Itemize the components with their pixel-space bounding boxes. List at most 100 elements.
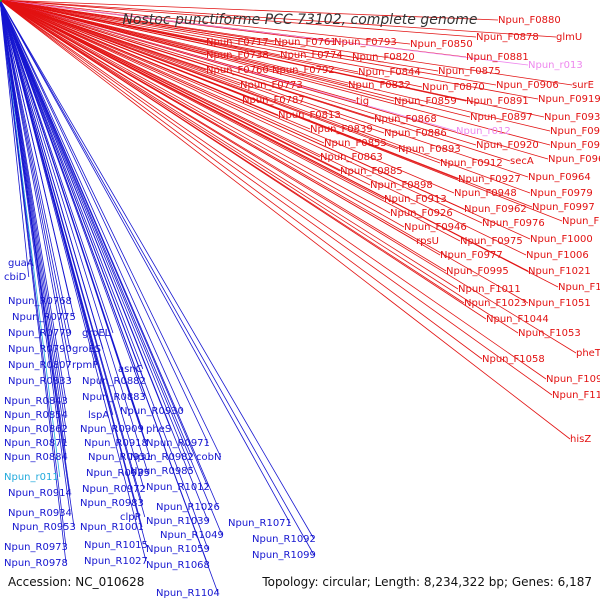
- forward-leader-line: [0, 0, 483, 224]
- forward-gene-label: Npun_F1045: [558, 282, 600, 293]
- forward-leader-line: [0, 0, 529, 304]
- forward-leader-line: [0, 0, 423, 88]
- reverse-leader-line: [0, 0, 183, 412]
- forward-gene-label: Npun_F0964: [528, 172, 591, 183]
- reverse-leader-line: [0, 0, 209, 522]
- reverse-gene-label: Npun_R1059: [146, 544, 210, 555]
- forward-leader-line: [0, 0, 477, 146]
- reverse-gene-label: Npun_R0882: [82, 376, 146, 387]
- forward-leader-line: [0, 0, 551, 132]
- reverse-gene-label: Npun_R0768: [8, 296, 72, 307]
- map-title: Nostoc punctiforme PCC 73102, complete g…: [122, 12, 477, 28]
- reverse-gene-label: pheS: [146, 424, 171, 435]
- reverse-gene-label: Npun_R0934: [8, 508, 72, 519]
- forward-gene-label: Npun_F0878: [476, 32, 539, 43]
- reverse-gene-label: Npun_R1012: [146, 482, 210, 493]
- reverse-gene-label: Npun_R1015: [84, 540, 148, 551]
- forward-gene-label: Npun_F1023: [464, 298, 527, 309]
- reverse-leader-line: [0, 0, 114, 334]
- forward-leader-line: [0, 0, 311, 130]
- reverse-leader-line: [0, 0, 222, 458]
- forward-leader-line: [0, 0, 391, 214]
- reverse-gene-label: Npun_R0985: [130, 466, 194, 477]
- forward-leader-line: [0, 0, 529, 178]
- reverse-gene-label: lspA: [88, 410, 109, 421]
- forward-leader-line: [0, 0, 551, 146]
- forward-gene-label: Npun_F0774: [280, 50, 343, 61]
- forward-gene-label: Npun_F0880: [498, 15, 561, 26]
- forward-leader-line: [0, 0, 529, 66]
- forward-leader-line: [0, 0, 405, 228]
- reverse-gene-label: Npun_R0971: [146, 438, 210, 449]
- forward-gene-label: Npun_F0997: [532, 202, 595, 213]
- forward-gene-label: Npun_F0868: [374, 114, 437, 125]
- reverse-leader-line: [0, 0, 219, 508]
- reverse-gene-label: Npun_R1039: [146, 516, 210, 527]
- forward-gene-label: Npun_F0820: [352, 52, 415, 63]
- forward-gene-label: Npun_F0912: [440, 158, 503, 169]
- forward-gene-label: Npun_F0717: [206, 37, 269, 48]
- forward-gene-label: Npun_F0832: [348, 80, 411, 91]
- forward-gene-label: Npun_F1011: [458, 284, 521, 295]
- forward-gene-label: Npun_F0927: [458, 174, 521, 185]
- forward-leader-line: [0, 0, 395, 102]
- reverse-leader-line: [0, 0, 144, 370]
- label-leader-lines: [0, 0, 577, 594]
- forward-gene-label: Npun_F0920: [476, 140, 539, 151]
- forward-leader-line: [0, 0, 519, 334]
- forward-gene-label: Npun_F0787: [242, 95, 305, 106]
- reverse-gene-label: Npun_r011: [4, 472, 59, 483]
- reverse-gene-label: groEL: [82, 328, 111, 339]
- forward-leader-line: [0, 0, 563, 222]
- reverse-leader-line: [0, 0, 315, 540]
- reverse-gene-label: Npun_R0883: [82, 392, 146, 403]
- reverse-gene-label: Npun_R1026: [156, 502, 220, 513]
- forward-gene-label: hisZ: [570, 434, 591, 445]
- forward-gene-label: Npun_F0995: [446, 266, 509, 277]
- reverse-leader-line: [0, 0, 147, 562]
- forward-leader-line: [0, 0, 545, 118]
- forward-gene-label: Npun_F0946: [404, 222, 467, 233]
- reverse-gene-label: Npun_R1001: [80, 522, 144, 533]
- reverse-gene-label: Npun_R0884: [4, 452, 68, 463]
- forward-gene-label: Npun_F0962: [464, 204, 527, 215]
- reverse-gene-label: Npun_R1071: [228, 518, 292, 529]
- feature-dot: [0, 0, 2, 2]
- gene-labels: Npun_F0880 Npun_F0717 Npun_F0761Npun_F0793…: [4, 15, 600, 599]
- reverse-gene-label: Npun_R0972: [82, 484, 146, 495]
- forward-gene-label: rpsU: [416, 236, 439, 247]
- forward-gene-label: Npun_F0948: [454, 188, 517, 199]
- forward-leader-line: [0, 0, 549, 160]
- forward-gene-label: Npun_F0979: [530, 188, 593, 199]
- reverse-leader-line: [0, 0, 67, 564]
- forward-leader-line: [0, 0, 371, 186]
- forward-gene-label: Npun_F0906: [496, 80, 559, 91]
- forward-leader-line: [0, 0, 455, 194]
- forward-gene-label: secA: [510, 156, 534, 167]
- forward-leader-line: [0, 0, 385, 134]
- forward-gene-label: Npun_F1000: [530, 234, 593, 245]
- forward-gene-label: Npun_F0881: [466, 52, 529, 63]
- forward-gene-label: Npun_F0859: [394, 96, 457, 107]
- reverse-gene-label: Npun_R0790: [8, 344, 72, 355]
- forward-leader-line: [0, 0, 487, 320]
- reverse-leader-line: [0, 0, 71, 350]
- reverse-gene-label: Npun_R0862: [4, 424, 68, 435]
- forward-leader-line: [0, 0, 477, 38]
- reverse-leader-line: [0, 0, 71, 334]
- reverse-gene-label: groES: [72, 344, 101, 355]
- forward-gene-label: Npun_F1106: [552, 390, 600, 401]
- reverse-gene-label: Npun_R1027: [84, 556, 148, 567]
- reverse-leader-line: [0, 0, 193, 472]
- forward-gene-label: Npun_F0850: [410, 39, 473, 50]
- forward-gene-label: Npun_F1053: [518, 328, 581, 339]
- reverse-leader-line: [0, 0, 209, 444]
- forward-gene-label: glmU: [556, 32, 582, 43]
- reverse-leader-line: [0, 0, 151, 458]
- reverse-gene-label: Npun_R0833: [8, 376, 72, 387]
- reverse-gene-label: Npun_R0779: [8, 328, 72, 339]
- reverse-gene-label: guaA: [8, 258, 34, 269]
- reverse-leader-line: [0, 0, 146, 518]
- forward-leader-line: [0, 0, 499, 21]
